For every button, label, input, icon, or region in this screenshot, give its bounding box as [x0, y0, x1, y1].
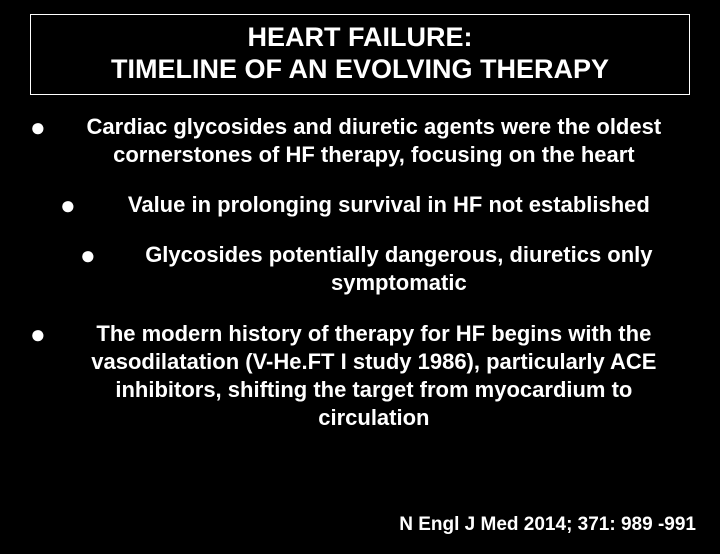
- bullet-item: ● Cardiac glycosides and diuretic agents…: [30, 113, 690, 169]
- bullet-item: ● Glycosides potentially dangerous, diur…: [80, 241, 690, 297]
- bullet-text: Cardiac glycosides and diuretic agents w…: [58, 113, 690, 169]
- bullet-text: The modern history of therapy for HF beg…: [58, 320, 690, 433]
- bullet-icon: ●: [60, 192, 76, 218]
- content-area: ● Cardiac glycosides and diuretic agents…: [0, 113, 720, 432]
- bullet-icon: ●: [80, 242, 96, 268]
- title-line-2: TIMELINE OF AN EVOLVING THERAPY: [41, 53, 679, 85]
- bullet-text: Glycosides potentially dangerous, diuret…: [108, 241, 690, 297]
- bullet-text: Value in prolonging survival in HF not e…: [88, 191, 690, 219]
- bullet-item: ● The modern history of therapy for HF b…: [30, 320, 690, 433]
- bullet-icon: ●: [30, 321, 46, 347]
- title-line-1: HEART FAILURE:: [41, 21, 679, 53]
- bullet-item: ● Value in prolonging survival in HF not…: [60, 191, 690, 219]
- citation-text: N Engl J Med 2014; 371: 989 -991: [399, 514, 696, 536]
- bullet-icon: ●: [30, 114, 46, 140]
- title-box: HEART FAILURE: TIMELINE OF AN EVOLVING T…: [30, 14, 690, 95]
